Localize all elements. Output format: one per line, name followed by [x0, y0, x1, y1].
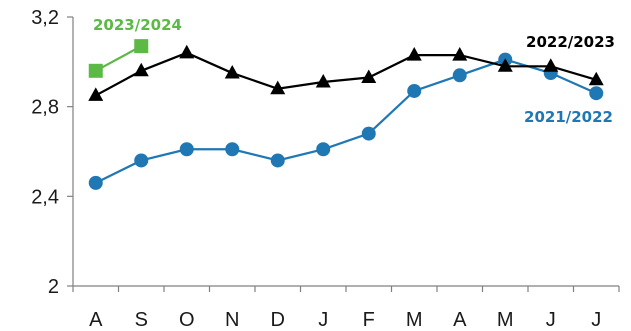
- series-layer: [88, 39, 604, 190]
- x-tick-label: F: [363, 309, 375, 331]
- data-point: [225, 142, 240, 157]
- data-point: [588, 71, 604, 86]
- x-tick-label: D: [271, 309, 285, 331]
- data-point: [134, 39, 149, 54]
- x-tick-label: J: [318, 309, 328, 331]
- y-tick-label: 2,8: [31, 97, 59, 119]
- data-point: [452, 68, 467, 83]
- data-point: [315, 73, 331, 88]
- data-point: [543, 58, 559, 72]
- x-tick-label: J: [546, 309, 556, 331]
- y-tick-label: 2,4: [31, 186, 59, 208]
- data-point: [88, 175, 103, 190]
- series-label: 2021/2022: [524, 108, 613, 126]
- y-axis: 2 2,4 2,8 3,2: [31, 7, 74, 298]
- data-point: [407, 83, 422, 98]
- series-2023-2024: [88, 39, 149, 78]
- series-label: 2023/2024: [93, 16, 182, 34]
- data-point: [179, 44, 195, 59]
- data-point: [361, 69, 377, 83]
- series-line: [95, 58, 597, 184]
- data-point: [224, 64, 240, 79]
- data-point: [316, 142, 331, 157]
- series-2021-2022: [88, 52, 604, 190]
- x-tick-label: N: [225, 309, 239, 331]
- x-tick-label: A: [89, 309, 103, 331]
- series-label: 2022/2023: [526, 33, 615, 51]
- x-tick-label: O: [179, 309, 195, 331]
- data-point: [406, 47, 422, 61]
- x-tick-label: A: [453, 309, 467, 331]
- y-tick-label: 3,2: [31, 7, 59, 29]
- data-point: [179, 142, 194, 157]
- x-tick-label: M: [497, 309, 514, 331]
- series-2022-2023: [88, 44, 604, 101]
- series-line: [95, 51, 597, 97]
- data-point: [270, 153, 285, 168]
- data-point: [361, 126, 376, 141]
- data-point: [133, 62, 149, 77]
- data-point: [270, 80, 286, 95]
- data-point: [134, 153, 149, 168]
- series-labels: 2021/2022 2022/2023 2023/2024: [93, 16, 615, 126]
- x-tick-label: J: [591, 309, 601, 331]
- data-point: [497, 58, 513, 72]
- data-point: [452, 47, 468, 61]
- x-tick-label: M: [406, 309, 423, 331]
- series-line: [95, 45, 142, 72]
- data-point: [88, 63, 103, 78]
- x-tick-label: S: [135, 309, 148, 331]
- data-point: [88, 87, 104, 101]
- data-point: [589, 86, 604, 101]
- y-tick-label: 2: [48, 276, 59, 298]
